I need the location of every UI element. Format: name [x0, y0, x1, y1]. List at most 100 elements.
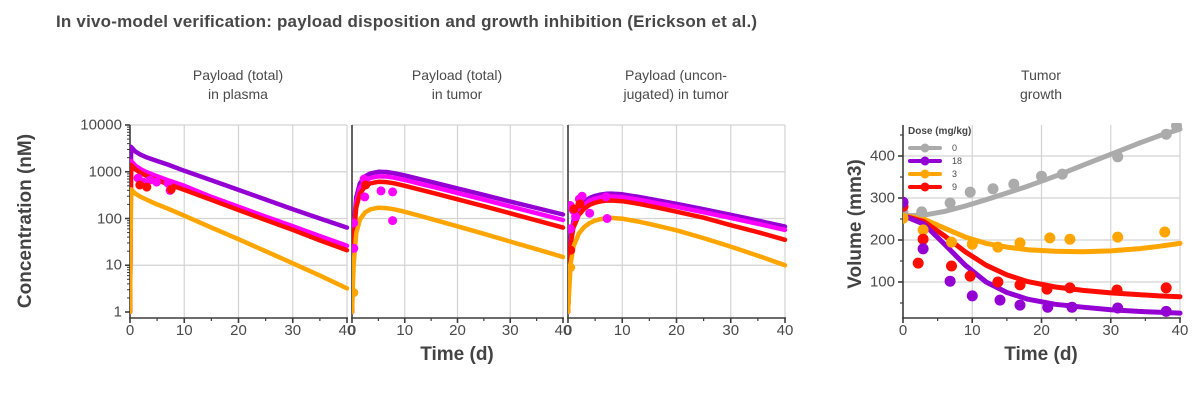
data-point-orange [992, 241, 1004, 253]
x-axis-label-time-left: Time (d) [420, 344, 494, 365]
data-point-gray [1171, 123, 1182, 132]
series-line-red [352, 179, 566, 315]
series-line-gray [903, 126, 1183, 219]
data-point-magenta [601, 192, 611, 202]
grid-payload-total-plasma [130, 124, 348, 318]
data-point-gray [1008, 178, 1020, 190]
legend-marker-red [920, 182, 930, 191]
x-tick-label: 0 [563, 322, 573, 339]
legend-marker-orange [920, 169, 930, 178]
data-point-purple [994, 294, 1006, 306]
y-tick-label: 400 [869, 147, 895, 165]
panel-title-line: Tumor [1021, 67, 1061, 83]
data-point-purple [966, 290, 978, 302]
panel-title-tumor-total: Payload (total) in tumor [347, 66, 567, 104]
legend-label: 9 [952, 181, 958, 192]
data-point-red [1160, 282, 1172, 294]
data-point-orange [917, 224, 929, 236]
data-point-magenta [360, 192, 370, 202]
data-point-magenta [577, 191, 587, 201]
x-tick-label: 40 [338, 322, 356, 339]
data-point-orange [966, 238, 978, 250]
data-point-magenta [571, 212, 581, 222]
data-point-purple [1066, 301, 1078, 313]
data-point-gray [1112, 151, 1124, 163]
data-point-purple [917, 243, 929, 255]
data-point-gray [987, 183, 999, 195]
legend-swatch-purple [908, 156, 942, 165]
dose-legend-title: Dose (mg/kg) [908, 126, 972, 137]
x-tick-label: 0 [347, 322, 357, 339]
data-point-magenta [376, 186, 386, 196]
data-point-gray [916, 206, 928, 218]
data-point-orange [1112, 231, 1124, 243]
series-payload-total-tumor [352, 169, 566, 315]
panel-title-tumor-growth: Tumor growth [931, 66, 1151, 104]
data-point-purple [903, 196, 909, 208]
series-line-purple [903, 213, 1183, 316]
y-tick-label: 1000 [88, 163, 122, 181]
panel-title-line: Payload (total) [192, 67, 284, 83]
series-tumor-growth [903, 126, 1183, 316]
x-tick-label: 10 [613, 322, 631, 339]
y-tick-label: 300 [869, 189, 895, 207]
legend-label: 0 [952, 142, 958, 153]
y-tick-label: 100 [869, 273, 895, 291]
data-point-red [1111, 284, 1123, 296]
panel-title-plasma-total: Payload (total) in plasma [128, 66, 348, 104]
data-point-orange [1064, 233, 1076, 245]
data-point-magenta [388, 216, 398, 226]
data-point-gray [1036, 170, 1047, 182]
data-point-magenta [352, 243, 359, 253]
legend-swatch-orange [908, 169, 942, 178]
data-point-red [569, 204, 579, 214]
x-tick-label: 20 [230, 322, 247, 339]
data-point-purple [1014, 299, 1026, 311]
y-tick-label: 1 [113, 303, 122, 321]
x-tick-label: 20 [449, 322, 466, 339]
figure-title: In vivo-model verification: payload disp… [56, 12, 758, 31]
series-line-orange [130, 187, 350, 315]
x-tick-label: 10 [963, 322, 981, 339]
data-point-red [917, 233, 929, 245]
x-tick-label: 20 [1033, 322, 1050, 339]
series-line-orange [352, 205, 566, 315]
x-tick-label: 40 [1171, 322, 1189, 339]
series-line-orange [903, 213, 1183, 255]
data-point-magenta [568, 224, 575, 234]
data-point-orange [946, 236, 957, 248]
panel-title-tumor-unconjugated: Payload (uncon- jugated) in tumor [566, 66, 786, 104]
data-point-purple [1042, 301, 1054, 313]
data-point-red [575, 199, 585, 209]
scatter-payload-total-tumor [352, 174, 398, 298]
grid-payload-unconjugated-tumor [568, 124, 786, 318]
data-point-magenta [352, 218, 359, 228]
data-point-red [135, 180, 145, 190]
panel-title-line: Payload (total) [411, 67, 503, 83]
series-line-red [130, 162, 350, 315]
y-tick-label: 100 [96, 210, 122, 227]
panel-title-line: growth [1019, 86, 1063, 102]
data-point-red [1064, 282, 1076, 294]
data-point-gray [1056, 168, 1068, 180]
data-point-orange [1159, 226, 1171, 238]
panel-title-line: jugated) in tumor [623, 86, 729, 102]
legend-entry-18: 18 [908, 154, 971, 167]
legend-entry-0: 0 [908, 141, 971, 154]
legend-entry-3: 3 [908, 167, 971, 180]
data-point-orange [352, 288, 359, 298]
grid-payload-total-tumor [352, 124, 564, 318]
x-tick-label: 30 [284, 322, 302, 339]
data-point-gray [944, 197, 956, 209]
axes-payload-total-plasma [125, 124, 348, 323]
data-point-orange [903, 212, 909, 224]
data-point-red [1041, 283, 1053, 295]
data-point-red [568, 245, 576, 255]
x-tick-label: 10 [396, 322, 414, 339]
panel-title-line: Payload (uncon- [625, 67, 727, 83]
x-tick-label: 20 [668, 322, 685, 339]
data-point-magenta [585, 208, 595, 218]
panel-title-line: in tumor [431, 86, 483, 102]
data-point-magenta [388, 187, 398, 197]
